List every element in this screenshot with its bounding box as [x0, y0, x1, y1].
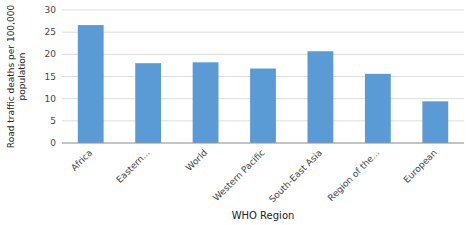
x-tick-label: South-East Asia: [267, 148, 324, 205]
x-tick-label: Western Pacific: [211, 148, 266, 203]
y-axis-label-line: Road traffic deaths per 100,000: [6, 5, 16, 149]
bar: [78, 25, 104, 143]
grid-line: [62, 32, 464, 33]
bar: [422, 101, 448, 143]
grid-line: [62, 54, 464, 55]
x-axis-line: [62, 143, 464, 144]
y-tick-label: 25: [45, 27, 56, 37]
bar: [193, 62, 219, 143]
bar: [250, 69, 276, 143]
x-tick-label: Region of the...: [326, 148, 382, 204]
chart: 0 5 10 15 20 25 30 Africa Eastern... WorldWestern…: [0, 0, 474, 225]
y-tick-label: 30: [45, 5, 57, 15]
bars: [78, 25, 448, 143]
y-tick-label: 0: [50, 138, 56, 148]
x-tick-label: European: [402, 148, 439, 185]
y-axis-label-line: population: [17, 53, 27, 101]
bar: [365, 74, 391, 143]
y-axis-label: Road traffic deaths per 100,000populatio…: [6, 5, 27, 149]
x-tick-label: Eastern...: [114, 148, 151, 185]
bar: [135, 63, 161, 143]
x-axis-label: WHO Region: [232, 210, 295, 221]
chart-container: 0 5 10 15 20 25 30 Africa Eastern... WorldWestern…: [0, 0, 474, 225]
y-tick-label: 15: [45, 72, 56, 82]
y-tick-label: 10: [45, 94, 57, 104]
bar: [308, 51, 334, 143]
grid-line: [62, 143, 464, 144]
y-tick-label: 20: [45, 49, 57, 59]
grid: [62, 10, 464, 143]
x-tick-label: World: [184, 148, 209, 173]
y-tick-label: 5: [50, 116, 56, 126]
x-tick-label: Africa: [69, 148, 94, 173]
grid-line: [62, 10, 464, 11]
